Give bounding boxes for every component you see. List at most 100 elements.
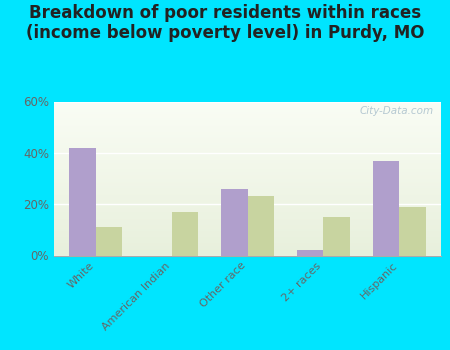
Bar (54, 160, 441, 162)
Bar (54, 157, 441, 159)
Bar (54, 254, 441, 256)
Bar (54, 217, 441, 218)
Bar (54, 123, 441, 125)
Bar (54, 103, 441, 105)
Bar (54, 200, 441, 202)
Bar (54, 163, 441, 164)
Bar (54, 251, 441, 252)
Bar (54, 248, 441, 249)
Bar (54, 178, 441, 180)
Bar (54, 237, 441, 239)
Bar (54, 223, 441, 225)
Bar (54, 195, 441, 197)
Bar (54, 189, 441, 191)
Bar (54, 114, 441, 116)
Bar (54, 198, 441, 200)
Bar (54, 225, 441, 226)
Bar (54, 137, 441, 139)
Bar (54, 135, 441, 137)
Bar (54, 128, 441, 129)
Bar (54, 203, 441, 205)
Bar (54, 117, 441, 118)
Bar (221, 189, 248, 256)
Bar (297, 250, 324, 256)
Bar (54, 231, 441, 232)
Bar (54, 169, 441, 171)
Bar (54, 102, 441, 103)
Bar (54, 162, 441, 163)
Bar (54, 148, 441, 149)
Bar (54, 109, 441, 111)
Bar (54, 241, 441, 243)
Bar (69, 148, 96, 256)
Bar (54, 205, 441, 206)
Bar (54, 143, 441, 145)
Bar (54, 172, 441, 174)
Bar (54, 111, 441, 112)
Bar (54, 155, 441, 157)
Bar (373, 161, 399, 256)
Bar (54, 159, 441, 160)
Bar (54, 234, 441, 236)
Bar (54, 152, 441, 154)
Legend: Purdy, Missouri: Purdy, Missouri (152, 347, 343, 350)
Bar (54, 126, 441, 128)
Bar (54, 208, 441, 209)
Bar (54, 239, 441, 240)
Bar (54, 174, 441, 175)
Bar (54, 186, 441, 188)
Bar (54, 220, 441, 222)
Bar (54, 129, 441, 131)
Bar (54, 252, 441, 254)
Text: Breakdown of poor residents within races
(income below poverty level) in Purdy, : Breakdown of poor residents within races… (26, 4, 424, 42)
Bar (54, 246, 441, 248)
Bar (54, 188, 441, 189)
Bar (54, 202, 441, 203)
Bar (54, 132, 441, 134)
Bar (54, 108, 441, 109)
Bar (54, 149, 441, 151)
Bar (54, 214, 441, 216)
Bar (54, 191, 441, 192)
Bar (54, 194, 441, 195)
Bar (54, 131, 441, 132)
Bar (54, 182, 441, 183)
Bar (54, 193, 441, 194)
Bar (54, 183, 441, 185)
Bar (54, 154, 441, 155)
Bar (54, 105, 441, 106)
Bar (248, 196, 274, 256)
Bar (54, 134, 441, 135)
Bar (54, 232, 441, 234)
Bar (54, 145, 441, 146)
Bar (54, 116, 441, 117)
Bar (54, 212, 441, 214)
Bar (399, 207, 426, 256)
Bar (54, 112, 441, 114)
Bar (54, 243, 441, 245)
Bar (54, 175, 441, 177)
Bar (54, 229, 441, 231)
Bar (54, 216, 441, 217)
Bar (54, 164, 441, 166)
Bar (54, 249, 441, 251)
Bar (54, 151, 441, 152)
Bar (54, 206, 441, 208)
Bar (54, 240, 441, 241)
Bar (54, 177, 441, 178)
Bar (54, 106, 441, 108)
Bar (54, 125, 441, 126)
Bar (54, 222, 441, 223)
Bar (54, 209, 441, 211)
Bar (54, 226, 441, 228)
Bar (54, 140, 441, 141)
Bar (324, 217, 350, 256)
Bar (54, 146, 441, 148)
Bar (171, 212, 198, 256)
Bar (54, 139, 441, 140)
Bar (54, 218, 441, 220)
Bar (54, 120, 441, 121)
Bar (54, 197, 441, 198)
Bar (54, 171, 441, 172)
Bar (54, 185, 441, 186)
